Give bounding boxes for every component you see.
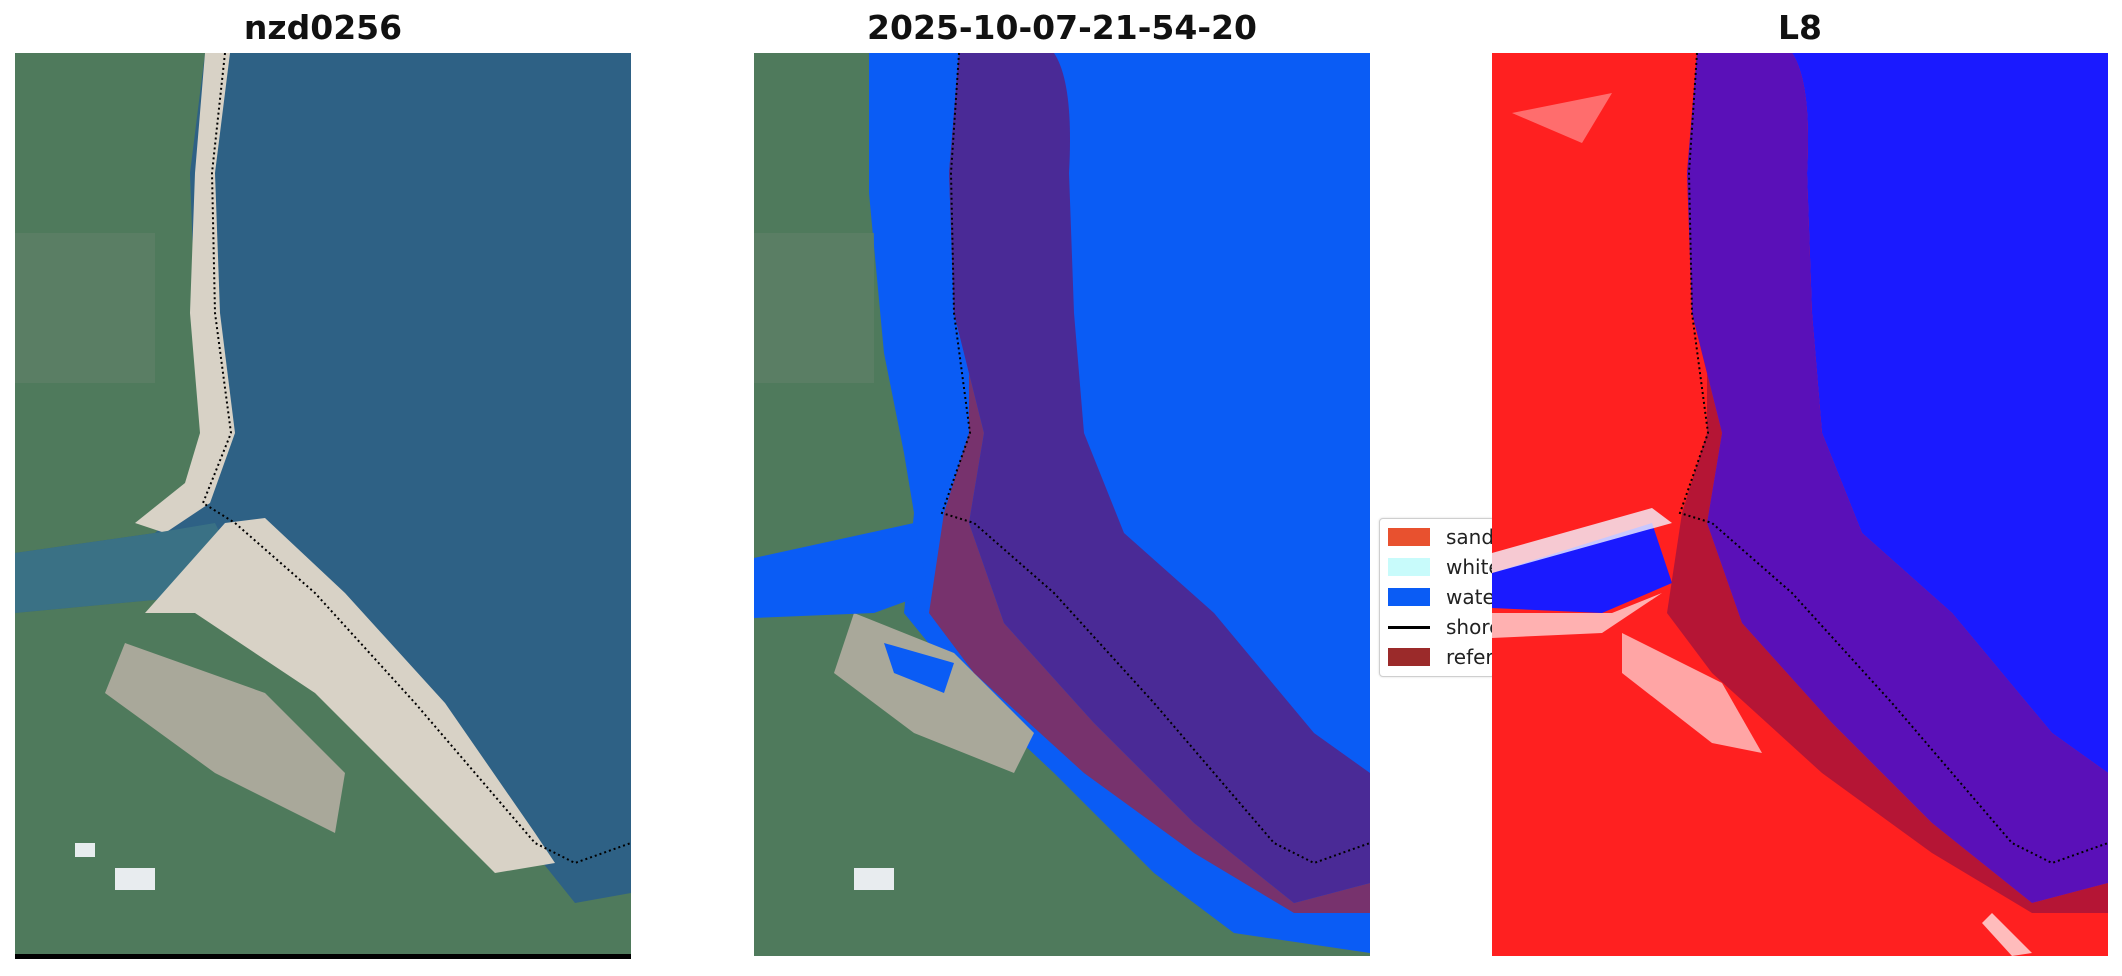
legend-label-reference: reference shoreline buffer <box>1446 645 1494 669</box>
legend-item-sand: sand <box>1388 525 1495 549</box>
legend: sand white-water water shoreline referen… <box>1379 518 1495 677</box>
legend-label-sand: sand <box>1446 525 1495 549</box>
legend-label-shoreline: shoreline <box>1446 615 1494 639</box>
rgb-image-panel <box>15 53 631 956</box>
legend-item-water: water <box>1388 585 1495 609</box>
legend-swatch-white-water <box>1388 558 1430 576</box>
legend-swatch-shoreline <box>1388 618 1430 636</box>
rgb-image <box>15 53 631 956</box>
index-image <box>1492 53 2108 956</box>
legend-item-reference: reference shoreline buffer <box>1388 645 1494 669</box>
legend-swatch-sand <box>1388 528 1430 546</box>
legend-item-shoreline: shoreline <box>1388 615 1494 639</box>
bottom-border <box>15 954 631 959</box>
legend-item-white-water: white-water <box>1388 555 1494 579</box>
panel-title-classified: 2025-10-07-21-54-20 <box>867 8 1257 47</box>
legend-swatch-reference <box>1388 648 1430 666</box>
index-image-panel <box>1492 53 2108 956</box>
legend-swatch-water <box>1388 588 1430 606</box>
legend-label-white-water: white-water <box>1446 555 1494 579</box>
classified-image-panel <box>754 53 1370 956</box>
panel-title-rgb: nzd0256 <box>243 8 403 47</box>
panel-title-index: L8 <box>1778 8 1822 47</box>
legend-label-water: water <box>1446 585 1495 609</box>
classified-image <box>754 53 1370 956</box>
